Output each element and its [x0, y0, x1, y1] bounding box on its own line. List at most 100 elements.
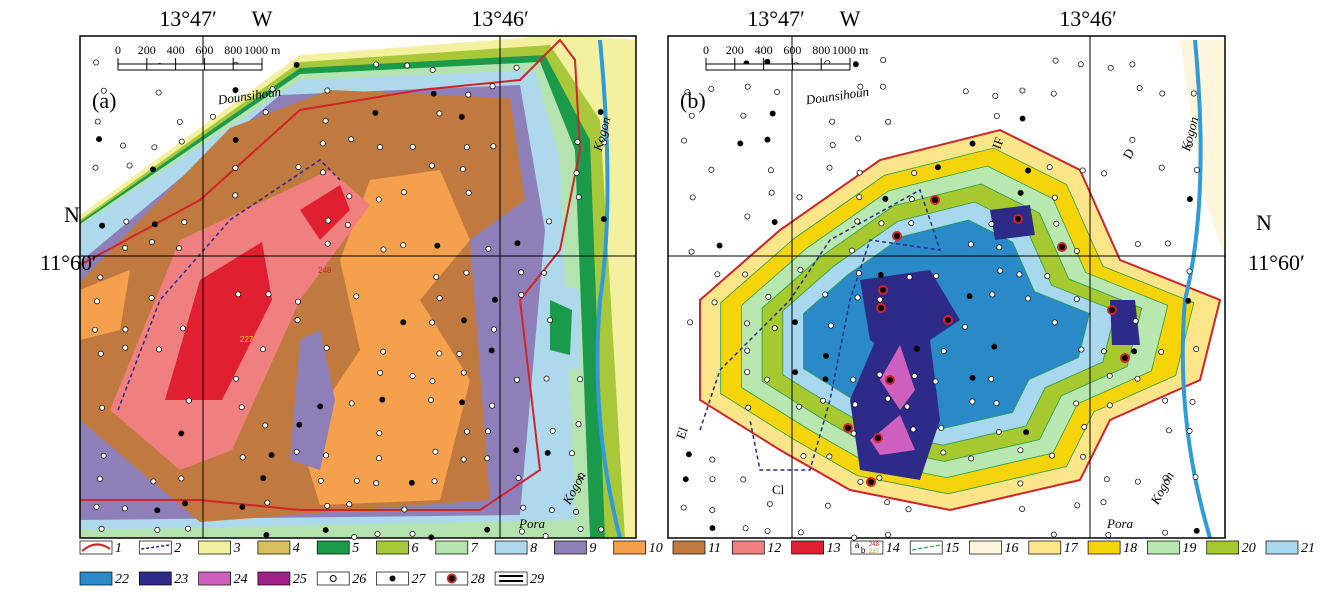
sample-point	[1047, 165, 1052, 170]
scale-bar	[706, 64, 850, 70]
sample-point	[485, 429, 490, 434]
sample-point	[381, 349, 386, 354]
sample-point-filled	[967, 294, 972, 299]
sample-point	[689, 249, 694, 254]
legend-swatch	[495, 541, 527, 554]
sample-point	[490, 403, 495, 408]
scale-label: 1000 m	[244, 43, 281, 57]
sample-point	[98, 275, 103, 280]
scale-label: 0	[703, 43, 709, 57]
legend-swatch-text: 248	[869, 542, 880, 548]
sample-point	[941, 450, 946, 455]
sample-point	[437, 111, 442, 116]
sample-point	[1166, 428, 1171, 433]
sample-point	[798, 530, 803, 535]
legend-number: 3	[233, 541, 241, 556]
sample-point-filled	[935, 165, 940, 170]
ore-point	[867, 478, 875, 486]
sample-point	[233, 376, 238, 381]
sample-point	[1107, 403, 1112, 408]
zonation	[700, 130, 1220, 510]
sample-point	[1074, 401, 1079, 406]
legend-point	[330, 576, 336, 582]
sample-point	[376, 197, 381, 202]
sample-point	[1187, 428, 1192, 433]
sample-point	[1191, 91, 1196, 96]
sample-point	[185, 526, 190, 531]
sample-point	[851, 377, 856, 382]
sample-point	[97, 476, 102, 481]
legend-swatch	[199, 541, 231, 554]
sample-point-filled	[598, 109, 603, 114]
sample-point-filled	[1018, 190, 1023, 195]
sample-point	[1101, 171, 1106, 176]
sample-point	[744, 321, 749, 326]
sample-point	[912, 170, 917, 175]
sample-point	[797, 195, 802, 200]
sample-point	[544, 376, 549, 381]
sample-point	[347, 194, 352, 199]
sample-point	[464, 145, 469, 150]
panel-b-map	[700, 40, 1225, 538]
sample-point	[881, 57, 886, 62]
lon-label: 13°46′	[1059, 6, 1117, 31]
zone	[990, 205, 1035, 240]
sample-point	[741, 113, 746, 118]
sample-point	[485, 456, 490, 461]
sample-point	[429, 163, 434, 168]
sample-point	[569, 451, 574, 456]
sample-point	[765, 529, 770, 534]
ore-point	[879, 286, 887, 294]
legend-swatch	[258, 572, 290, 585]
ore-point	[931, 196, 939, 204]
sample-point	[94, 299, 99, 304]
scale-label: 600	[783, 43, 801, 57]
sample-point	[687, 320, 692, 325]
sample-point	[260, 347, 265, 352]
sample-point	[210, 114, 215, 119]
sample-point	[437, 296, 442, 301]
sample-point-filled	[179, 431, 184, 436]
sample-point-filled	[765, 137, 770, 142]
legend-number: 6	[412, 541, 419, 556]
map-mark: D	[1120, 146, 1138, 162]
ore-point	[1058, 243, 1066, 251]
sample-point-filled	[883, 196, 888, 201]
sample-point	[1190, 399, 1195, 404]
scale-label: 800	[224, 43, 242, 57]
sample-point	[879, 221, 884, 226]
sample-point	[767, 501, 772, 506]
sample-point	[1194, 167, 1199, 172]
sample-point	[710, 457, 715, 462]
sample-point	[573, 509, 578, 514]
panel-label: (a)	[92, 88, 116, 113]
legend-swatch	[139, 541, 171, 554]
sample-point	[239, 405, 244, 410]
sample-point	[1052, 195, 1057, 200]
sample-point	[851, 431, 856, 436]
sample-point	[1107, 373, 1112, 378]
sample-point	[377, 144, 382, 149]
panel-a-map	[80, 35, 640, 538]
sample-point	[410, 531, 415, 536]
sample-point	[410, 373, 415, 378]
sample-point	[994, 401, 999, 406]
map-mark: El	[673, 425, 691, 441]
legend-number: 19	[1182, 541, 1196, 556]
legend-number: 15	[945, 541, 959, 556]
place-name: Pora	[1106, 516, 1134, 531]
sample-point	[124, 219, 129, 224]
legend-swatch	[1266, 541, 1298, 554]
legend-number: 2	[174, 541, 181, 556]
sample-point	[99, 405, 104, 410]
sample-point	[1079, 347, 1084, 352]
sample-point	[430, 320, 435, 325]
sample-point-filled	[1187, 197, 1192, 202]
sample-point	[233, 193, 238, 198]
sample-point	[1080, 454, 1085, 459]
sample-point	[186, 398, 191, 403]
sample-point-filled	[435, 243, 440, 248]
sample-point	[768, 168, 773, 173]
sample-point	[377, 431, 382, 436]
sample-point	[541, 270, 546, 275]
